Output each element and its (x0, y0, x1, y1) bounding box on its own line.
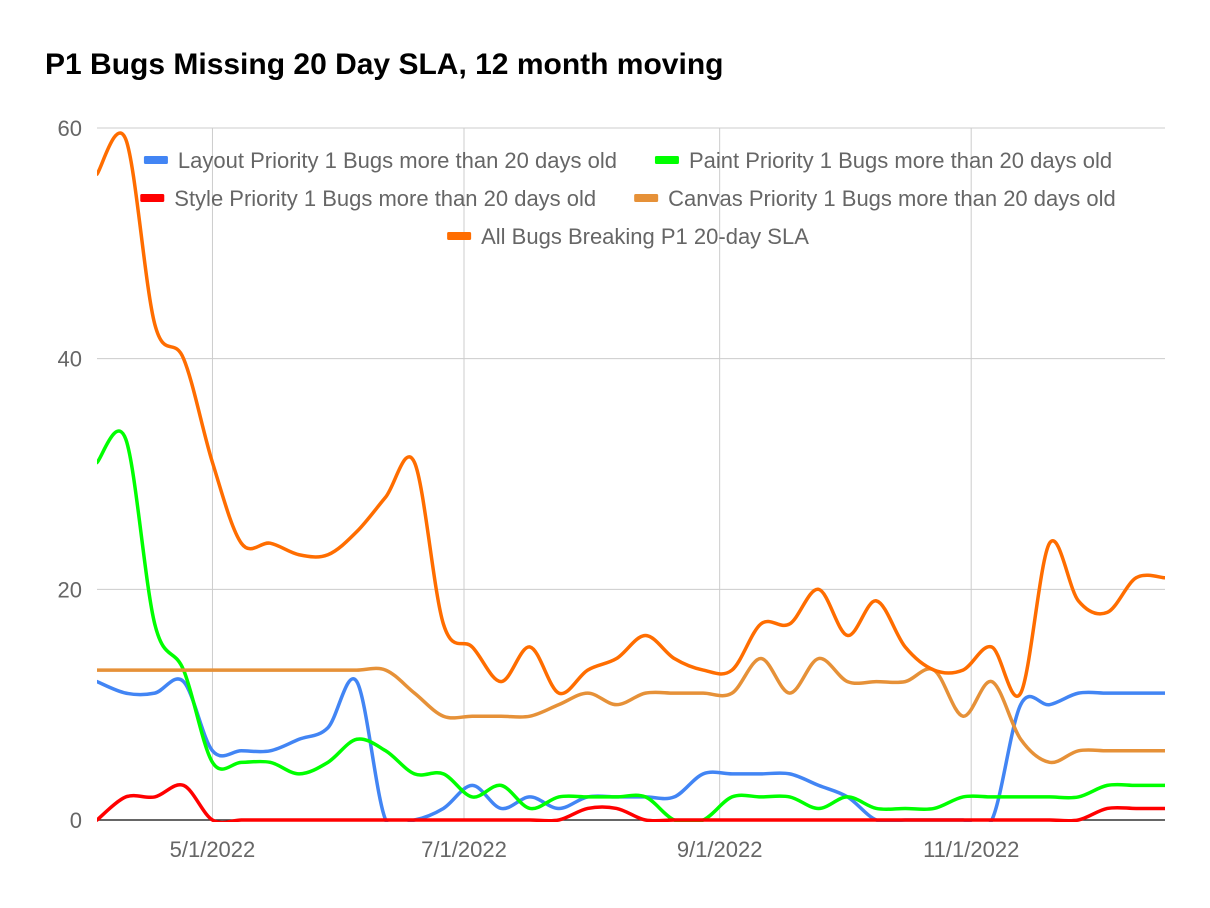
legend-swatch-layout (143, 156, 168, 164)
x-tick-label: 11/1/2022 (923, 837, 1019, 862)
x-tick-label: 9/1/2022 (677, 837, 763, 862)
series-line-style (97, 782, 1165, 822)
series-lines (97, 131, 1165, 822)
y-tick-label: 60 (58, 116, 82, 141)
legend-swatch-paint (654, 156, 679, 164)
legend-swatch-all (447, 232, 472, 240)
legend-label-all: All Bugs Breaking P1 20-day SLA (481, 224, 809, 249)
series-line-all (97, 131, 1165, 698)
axis-labels: 0 20 40 60 5/1/2022 7/1/2022 9/1/2022 11/1/2022 (58, 116, 1020, 862)
y-tick-label: 0 (70, 808, 82, 833)
legend-label-style: Style Priority 1 Bugs more than 20 days … (174, 186, 596, 211)
y-tick-label: 40 (58, 347, 82, 372)
y-tick-label: 20 (58, 577, 82, 602)
x-tick-label: 7/1/2022 (421, 837, 507, 862)
series-line-paint (97, 429, 1165, 822)
x-tick-label: 5/1/2022 (170, 837, 256, 862)
legend-swatch-style (140, 194, 165, 202)
legend-label-paint: Paint Priority 1 Bugs more than 20 days … (689, 148, 1112, 173)
legend-swatch-canvas (634, 194, 659, 202)
legend-label-canvas: Canvas Priority 1 Bugs more than 20 days… (668, 186, 1116, 211)
chart-title: P1 Bugs Missing 20 Day SLA, 12 month mov… (45, 48, 723, 81)
legend-label-layout: Layout Priority 1 Bugs more than 20 days… (178, 148, 617, 173)
series-line-canvas (97, 656, 1165, 765)
legend: Layout Priority 1 Bugs more than 20 days… (140, 148, 1116, 249)
